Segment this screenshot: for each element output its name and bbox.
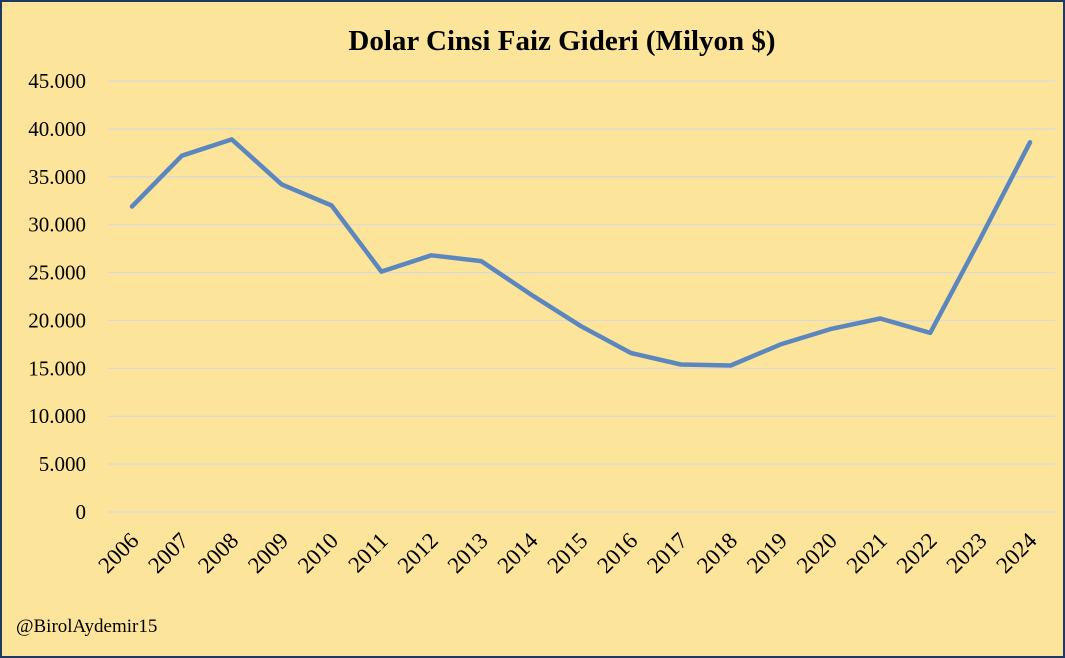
series-layer xyxy=(129,137,1033,368)
x-tick-label: 2009 xyxy=(243,528,293,578)
y-tick-label: 15.000 xyxy=(28,356,86,380)
author-credit: @BirolAydemir15 xyxy=(16,616,157,637)
y-tick-label: 20.000 xyxy=(28,308,86,332)
x-tick-label: 2021 xyxy=(842,528,892,578)
y-tick-label: 35.000 xyxy=(28,165,86,189)
x-tick-label: 2014 xyxy=(492,528,543,579)
x-tick-label: 2015 xyxy=(542,528,592,578)
x-tick-label: 2023 xyxy=(941,528,991,578)
y-tick-label: 0 xyxy=(76,500,87,524)
x-tick-label: 2012 xyxy=(393,528,443,578)
y-tick-label: 5.000 xyxy=(39,452,86,476)
x-tick-label: 2007 xyxy=(143,528,193,578)
x-tick-label: 2006 xyxy=(93,528,143,578)
x-tick-label: 2020 xyxy=(792,528,842,578)
x-tick-label: 2018 xyxy=(692,528,742,578)
y-tick-label: 45.000 xyxy=(28,69,86,93)
x-tick-label: 2013 xyxy=(443,528,493,578)
x-tick-label: 2010 xyxy=(293,528,343,578)
x-tick-label: 2008 xyxy=(193,528,243,578)
x-axis-ticks: 2006 2007 2008 2009 2010 2011 2012 2013 2014 2015… xyxy=(93,528,1042,579)
chart-title: Dolar Cinsi Faiz Gideri (Milyon $) xyxy=(348,25,775,57)
y-tick-label: 10.000 xyxy=(28,404,86,428)
y-tick-label: 40.000 xyxy=(28,117,86,141)
x-tick-label: 2022 xyxy=(892,528,942,578)
y-tick-label: 25.000 xyxy=(28,261,86,285)
x-tick-label: 2024 xyxy=(991,528,1042,579)
grid-lines xyxy=(108,80,1055,513)
y-axis-ticks: 0 5.000 10.000 15.000 20.000 25.000 30.000 35.0… xyxy=(28,69,86,524)
x-tick-label: 2011 xyxy=(343,528,393,578)
x-tick-label: 2017 xyxy=(642,528,692,578)
y-tick-label: 30.000 xyxy=(28,213,86,237)
x-tick-label: 2016 xyxy=(592,528,642,578)
series-line xyxy=(129,137,1033,368)
x-tick-label: 2019 xyxy=(742,528,792,578)
